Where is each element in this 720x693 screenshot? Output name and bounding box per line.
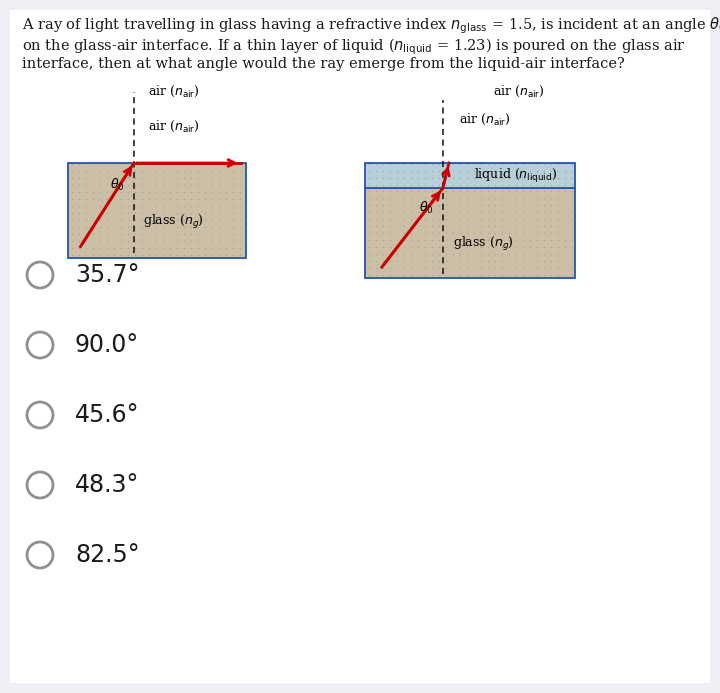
Text: 35.7°: 35.7° bbox=[75, 263, 140, 287]
Bar bbox=[68, 163, 246, 258]
Text: interface, then at what angle would the ray emerge from the liquid-air interface: interface, then at what angle would the … bbox=[22, 57, 625, 71]
Text: $\theta_0$: $\theta_0$ bbox=[419, 200, 433, 216]
Text: glass ($n_g$): glass ($n_g$) bbox=[143, 213, 204, 231]
Text: $\theta_0$: $\theta_0$ bbox=[110, 177, 125, 193]
Text: air ($n_\mathrm{air}$): air ($n_\mathrm{air}$) bbox=[459, 112, 510, 127]
Bar bbox=[365, 163, 575, 188]
Text: air ($n_\mathrm{air}$): air ($n_\mathrm{air}$) bbox=[148, 119, 199, 134]
Text: A ray of light travelling in glass having a refractive index $n_\mathrm{glass}$ : A ray of light travelling in glass havin… bbox=[22, 15, 720, 35]
Text: 45.6°: 45.6° bbox=[75, 403, 140, 427]
Text: 82.5°: 82.5° bbox=[75, 543, 140, 567]
Bar bbox=[365, 188, 575, 278]
Text: on the glass-air interface. If a thin layer of liquid ($n_\mathrm{liquid}$ = 1.2: on the glass-air interface. If a thin la… bbox=[22, 36, 686, 57]
Text: 90.0°: 90.0° bbox=[75, 333, 139, 357]
Text: air ($n_\mathrm{air}$): air ($n_\mathrm{air}$) bbox=[492, 84, 544, 99]
Text: air ($n_\mathrm{air}$): air ($n_\mathrm{air}$) bbox=[148, 84, 199, 99]
Text: glass ($n_g$): glass ($n_g$) bbox=[453, 235, 514, 253]
Text: 48.3°: 48.3° bbox=[75, 473, 140, 497]
Text: liquid ($n_\mathrm{liquid}$): liquid ($n_\mathrm{liquid}$) bbox=[474, 166, 557, 184]
